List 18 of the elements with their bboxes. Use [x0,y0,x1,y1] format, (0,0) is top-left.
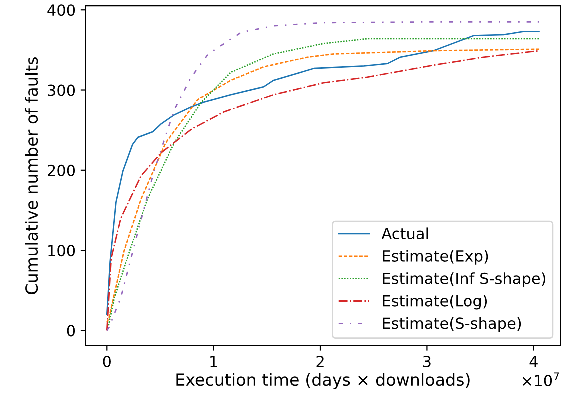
y-tick-label: 200 [48,164,76,176]
y-tick-label: 300 [48,84,76,96]
x-tick-label: 3 [424,356,431,368]
y-axis-title: Cumulative number of faults [25,58,38,294]
x-tick-label: 0 [103,356,111,368]
legend-label: Estimate(Exp) [383,250,488,265]
legend-label: Estimate(Log) [383,294,488,310]
legend-label: Estimate(S-shape) [383,317,522,332]
x-tick-label: 2 [316,356,324,368]
x-tick-label: 4 [530,356,538,368]
y-tick-label: 400 [48,4,76,16]
legend-label: Actual [382,228,428,240]
y-tick-label: 0 [67,325,76,337]
x-tick-label: 1 [210,356,218,368]
x-axis-title: Execution time (days × downloads) [176,373,470,390]
text: ×10$^{7}$ [522,372,560,387]
y-tick-label: 100 [48,245,76,257]
legend-label: Estimate(Inf S-shape) [383,272,546,288]
